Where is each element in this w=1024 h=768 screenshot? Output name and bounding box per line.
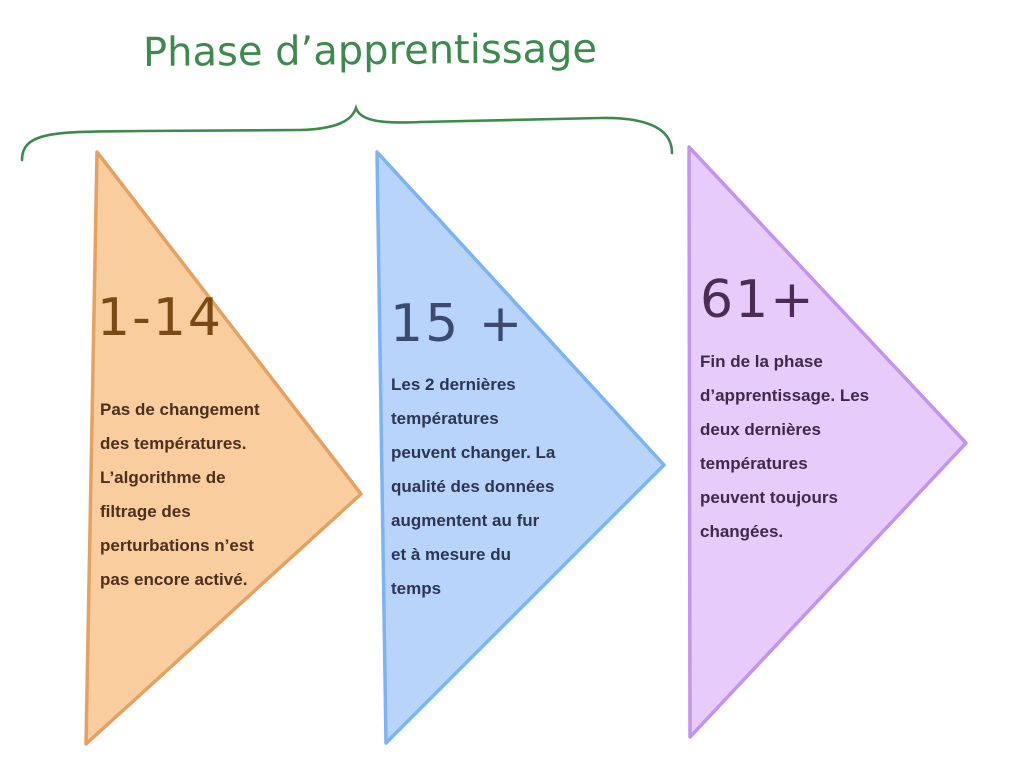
phase-2-days: 15 + bbox=[390, 294, 525, 354]
phase-1-triangle bbox=[84, 150, 363, 746]
phase-2-description: Les 2 dernières températures peuvent cha… bbox=[391, 375, 556, 598]
phase-3-triangle bbox=[687, 145, 968, 739]
phase-2-triangle bbox=[375, 150, 666, 745]
phase-3-days: 61+ bbox=[700, 270, 816, 330]
phase-1-days: 1-14 bbox=[97, 288, 224, 348]
phase-1-description: Pas de changement des températures. L’al… bbox=[100, 400, 260, 589]
grouping-brace bbox=[20, 103, 674, 162]
diagram-title: Phase d’apprentissage bbox=[142, 26, 598, 76]
phase-3-description: Fin de la phase d’apprentissage. Les deu… bbox=[700, 352, 870, 541]
